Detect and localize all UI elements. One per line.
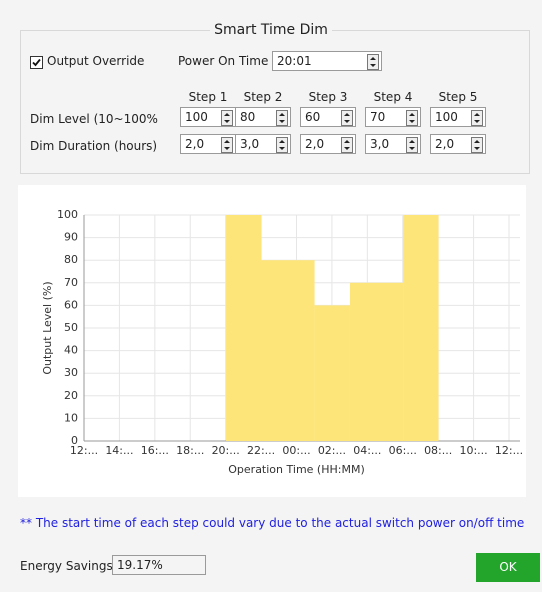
y-tick-label: 10 <box>64 411 78 424</box>
number-input[interactable]: 60 <box>300 107 356 127</box>
spinner[interactable] <box>471 137 483 153</box>
number-input[interactable]: 80 <box>235 107 291 127</box>
spinner[interactable] <box>406 137 418 153</box>
number-input[interactable]: 70 <box>365 107 421 127</box>
x-tick-label: 14:... <box>105 444 133 457</box>
time-value: 20:01 <box>277 54 312 68</box>
checkbox-label: Output Override <box>47 54 145 68</box>
check-mark <box>32 58 41 67</box>
step-header: Step 4 <box>373 90 413 104</box>
input-value: 3,0 <box>240 137 260 151</box>
x-tick-label: 22:... <box>247 444 275 457</box>
group-title: Smart Time Dim <box>210 22 332 38</box>
number-input[interactable]: 3,0 <box>235 134 291 154</box>
spinner[interactable] <box>221 110 233 126</box>
number-input[interactable]: 100 <box>180 107 236 127</box>
group-title-wrap: Smart Time Dim <box>0 22 542 38</box>
spinner[interactable] <box>276 110 288 126</box>
number-input[interactable]: 100 <box>430 107 486 127</box>
spinner[interactable] <box>367 54 379 70</box>
y-tick-label: 100 <box>57 208 78 221</box>
time-input[interactable]: 20:01 <box>272 51 382 71</box>
y-tick-label: 30 <box>64 366 78 379</box>
step-bar <box>226 215 262 441</box>
y-tick-label: 80 <box>64 253 78 266</box>
x-tick-label: 12:... <box>70 444 98 457</box>
input-value: 2,0 <box>305 137 325 151</box>
spinner[interactable] <box>341 110 353 126</box>
field-label: Power On Time <box>178 54 269 68</box>
step-header: Step 3 <box>308 90 348 104</box>
y-tick-label: 20 <box>64 389 78 402</box>
x-tick-label: 10:... <box>459 444 487 457</box>
checkbox[interactable] <box>30 56 43 69</box>
energy-output: 19.17% <box>112 555 206 575</box>
step-bar <box>349 282 404 441</box>
spinner[interactable] <box>221 137 233 153</box>
y-tick-label: 70 <box>64 276 78 289</box>
x-tick-label: 12:... <box>495 444 523 457</box>
field-label: Energy Savings <box>20 559 113 573</box>
input-value: 80 <box>240 110 256 124</box>
spinner[interactable] <box>471 110 483 126</box>
input-value: 100 <box>435 110 458 124</box>
step-bar <box>261 260 315 441</box>
y-tick-label: 50 <box>64 321 78 334</box>
spinner[interactable] <box>341 137 353 153</box>
spinner[interactable] <box>276 137 288 153</box>
step-header: Step 2 <box>243 90 283 104</box>
x-axis-label: Operation Time (HH:MM) <box>228 463 364 476</box>
step-header: Step 1 <box>188 90 228 104</box>
input-value: 60 <box>305 110 321 124</box>
y-tick-label: 40 <box>64 344 78 357</box>
x-tick-label: 20:... <box>212 444 240 457</box>
chart: 0 10 20 30 40 50 60 70 80 90 100 12:... 14:... 16:...… <box>41 208 523 476</box>
x-tick-label: 08:... <box>424 444 452 457</box>
row-label: Dim Level (10~100% <box>30 112 158 126</box>
x-tick-label: 16:... <box>141 444 169 457</box>
x-tick-label: 06:... <box>389 444 417 457</box>
ok-button[interactable]: OK <box>476 553 540 582</box>
input-value: 70 <box>370 110 386 124</box>
note: ** The start time of each step could var… <box>20 516 525 530</box>
number-input[interactable]: 2,0 <box>430 134 486 154</box>
y-tick-label: 90 <box>64 231 78 244</box>
y-tick-label: 0 <box>71 434 78 447</box>
step-bar <box>314 305 350 441</box>
spinner[interactable] <box>406 110 418 126</box>
number-input[interactable]: 3,0 <box>365 134 421 154</box>
row-label: Dim Duration (hours) <box>30 139 158 153</box>
y-axis-label: Output Level (%) <box>41 281 54 374</box>
energy-value: 19.17% <box>117 558 163 572</box>
number-input[interactable]: 2,0 <box>180 134 236 154</box>
x-tick-label: 00:... <box>282 444 310 457</box>
input-value: 100 <box>185 110 208 124</box>
x-tick-label: 02:... <box>318 444 346 457</box>
x-tick-label: 04:... <box>353 444 381 457</box>
number-input[interactable]: 2,0 <box>300 134 356 154</box>
chart-panel: 0 10 20 30 40 50 60 70 80 90 100 12:... 14:... 16:...… <box>18 185 526 497</box>
step-header: Step 5 <box>438 90 478 104</box>
input-value: 2,0 <box>185 137 205 151</box>
y-tick-label: 60 <box>64 298 78 311</box>
input-value: 2,0 <box>435 137 455 151</box>
step-bar <box>403 215 439 441</box>
x-tick-label: 18:... <box>176 444 204 457</box>
input-value: 3,0 <box>370 137 390 151</box>
